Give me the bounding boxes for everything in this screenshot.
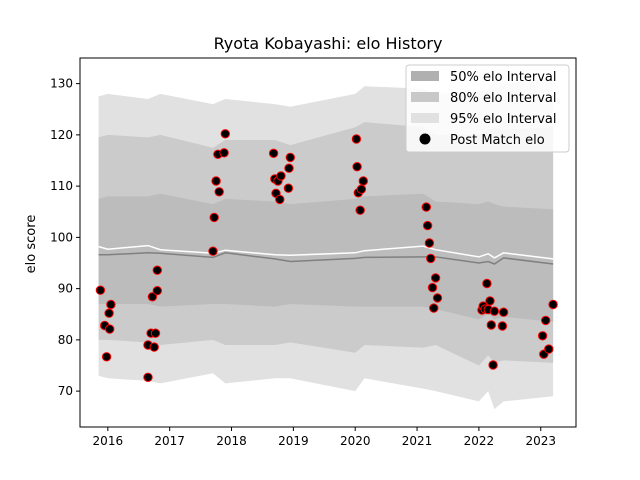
post-match-elo-point xyxy=(497,321,508,331)
post-match-elo-point xyxy=(147,292,158,302)
post-match-elo-point xyxy=(220,129,231,139)
post-match-elo-point xyxy=(352,162,362,172)
post-match-elo-point xyxy=(275,194,285,205)
y-tick-label: 120 xyxy=(50,128,73,142)
x-tick-label: 2018 xyxy=(216,434,247,448)
post-match-elo-point xyxy=(488,360,498,370)
post-match-elo-point xyxy=(211,176,221,186)
post-match-elo-point xyxy=(424,238,435,248)
legend-swatch xyxy=(411,92,439,102)
post-match-elo-point xyxy=(152,286,163,296)
post-match-elo-point xyxy=(356,184,367,194)
x-tick-label: 2019 xyxy=(278,434,309,448)
post-match-points xyxy=(95,129,558,382)
post-match-elo-point xyxy=(544,344,554,354)
post-match-elo-point xyxy=(268,148,279,159)
post-match-elo-point xyxy=(485,296,495,306)
post-match-elo-point xyxy=(150,328,161,338)
post-match-elo-point xyxy=(358,176,368,186)
median-elo-line xyxy=(98,244,554,260)
mean-elo-line xyxy=(98,252,554,265)
legend-label: 95% elo Interval xyxy=(450,112,557,127)
post-match-elo-point xyxy=(276,171,286,181)
post-match-elo-point xyxy=(498,307,509,317)
post-match-elo-point xyxy=(548,299,558,310)
post-match-elo-point xyxy=(214,187,224,197)
post-match-elo-point xyxy=(355,205,365,215)
band-50-area xyxy=(98,193,554,322)
post-match-elo-point xyxy=(143,372,153,382)
x-tick-label: 2020 xyxy=(340,434,371,448)
post-match-elo-point xyxy=(104,308,114,318)
legend-label: 50% elo Interval xyxy=(450,70,557,85)
post-match-elo-point xyxy=(219,148,229,158)
post-match-elo-point xyxy=(432,293,443,303)
post-match-elo-point xyxy=(429,303,439,313)
y-tick-label: 70 xyxy=(58,384,73,398)
legend-box xyxy=(405,64,570,153)
post-match-elo-point xyxy=(208,246,218,256)
legend-swatch xyxy=(411,113,439,123)
y-tick-label: 80 xyxy=(58,333,73,347)
plot-frame xyxy=(79,57,577,428)
post-match-elo-point xyxy=(427,282,438,293)
post-match-elo-point xyxy=(284,163,294,173)
post-match-elo-point xyxy=(149,342,159,352)
post-match-elo-point xyxy=(152,265,163,275)
post-match-elo-point xyxy=(351,134,362,144)
post-match-elo-point xyxy=(101,352,112,362)
trend-lines xyxy=(98,244,554,265)
y-axis-label: elo score xyxy=(24,215,39,274)
legend-swatch xyxy=(411,71,439,81)
post-match-elo-point xyxy=(95,285,106,295)
y-tick-label: 90 xyxy=(58,282,73,296)
post-match-elo-point xyxy=(426,253,436,264)
post-match-elo-point xyxy=(482,278,492,289)
y-tick-label: 100 xyxy=(50,230,73,244)
post-match-elo-point xyxy=(106,299,116,310)
post-match-elo-point xyxy=(541,315,551,326)
chart-title: Ryota Kobayashi: elo History xyxy=(214,34,443,53)
post-match-elo-point xyxy=(421,202,431,212)
legend-label: 80% elo Interval xyxy=(450,91,557,106)
y-tick-label: 110 xyxy=(50,179,73,193)
axes: 2016 2017 2018 2019 2020 2021 2022 2023 70 80 90 10… xyxy=(50,57,577,448)
post-match-elo-point xyxy=(430,273,441,283)
post-match-elo-point xyxy=(285,152,295,163)
legend-marker xyxy=(419,133,431,145)
post-match-elo-point xyxy=(486,320,496,330)
legend-label: Post Match elo xyxy=(450,133,545,148)
post-match-elo-point xyxy=(209,212,219,223)
legend: 50% elo Interval 80% elo Interval 95% elo … xyxy=(405,64,570,153)
x-tick-label: 2016 xyxy=(93,434,124,448)
x-tick-label: 2021 xyxy=(402,434,433,448)
post-match-elo-point xyxy=(537,331,548,341)
post-match-elo-point xyxy=(283,183,294,193)
x-tick-label: 2022 xyxy=(464,434,495,448)
post-match-elo-point xyxy=(489,306,500,316)
post-match-elo-point xyxy=(105,324,115,334)
post-match-elo-point xyxy=(422,220,433,231)
x-tick-label: 2023 xyxy=(525,434,556,448)
x-tick-label: 2017 xyxy=(154,434,185,448)
y-tick-label: 130 xyxy=(50,77,73,91)
